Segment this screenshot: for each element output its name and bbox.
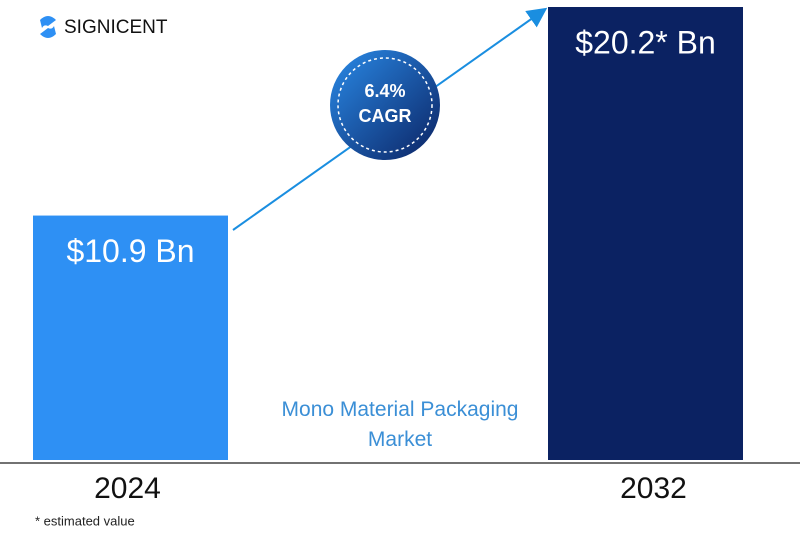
chart-title: Mono Material Packaging Market bbox=[282, 398, 519, 451]
cagr-badge bbox=[330, 50, 440, 160]
logo: SIGNICENT bbox=[40, 16, 168, 38]
x-tick-label: 2032 bbox=[620, 472, 687, 505]
x-tick-label: 2024 bbox=[94, 472, 161, 505]
value-label: $20.2* Bn bbox=[575, 24, 716, 60]
logo-icon bbox=[40, 16, 56, 38]
bar bbox=[548, 7, 743, 460]
bar bbox=[33, 215, 228, 460]
value-label: $10.9 Bn bbox=[66, 233, 194, 269]
logo-text: SIGNICENT bbox=[64, 17, 168, 38]
footnote: * estimated value bbox=[35, 513, 135, 528]
cagr-value: 6.4% bbox=[364, 81, 405, 101]
cagr-text: CAGR bbox=[359, 106, 412, 126]
cagr-ring bbox=[337, 57, 433, 153]
